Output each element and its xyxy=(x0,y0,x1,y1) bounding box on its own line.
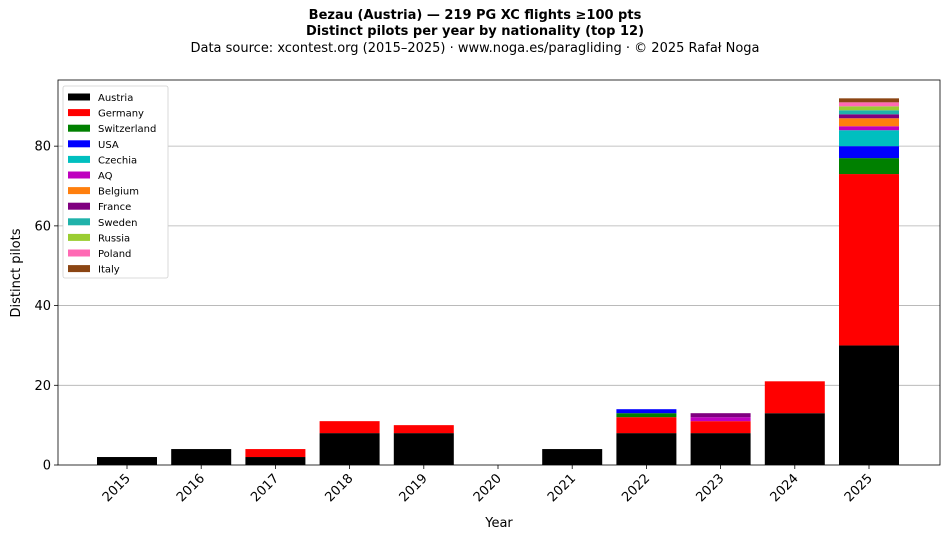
chart-titles: Bezau (Austria) — 219 PG XC flights ≥100… xyxy=(0,8,950,58)
bar-segment-2015-austria xyxy=(97,457,157,465)
legend-box xyxy=(62,85,169,279)
bar-segment-2022-germany xyxy=(616,417,677,434)
y-tick-label: 80 xyxy=(34,140,51,155)
bar-segment-2022-austria xyxy=(616,433,677,465)
bar-segment-2019-austria xyxy=(393,433,454,465)
bar-segment-2017-germany xyxy=(245,449,306,458)
x-tick-label: 2015 xyxy=(100,471,134,505)
grid-lines xyxy=(58,145,940,386)
bars xyxy=(97,98,899,465)
bar-segment-2025-france xyxy=(839,114,899,119)
bar-segment-2025-switzerland xyxy=(839,158,899,175)
y-tick-label: 40 xyxy=(34,299,51,314)
legend-swatch xyxy=(68,218,90,226)
bar-segment-2025-aq xyxy=(839,126,899,131)
x-tick-label: 2019 xyxy=(397,471,431,505)
x-tick-label: 2023 xyxy=(693,471,727,505)
legend-swatch xyxy=(68,265,90,273)
bar-segment-2018-austria xyxy=(319,433,380,465)
legend-label: Germany xyxy=(98,109,144,120)
chart-title: Bezau (Austria) — 219 PG XC flights ≥100… xyxy=(308,8,642,23)
legend-label: AQ xyxy=(98,171,113,182)
bar-segment-2025-sweden xyxy=(839,110,899,115)
legend-label: Italy xyxy=(98,265,120,276)
legend-swatch xyxy=(68,233,90,241)
legend-swatch xyxy=(68,187,90,195)
bar-segment-2024-germany xyxy=(764,381,825,414)
y-axis-label: Distinct pilots xyxy=(9,228,24,317)
bar-segment-2025-russia xyxy=(839,106,899,111)
bar-segment-2019-germany xyxy=(393,425,454,434)
x-tick-label: 2018 xyxy=(322,471,356,505)
bar-segment-2025-czechia xyxy=(839,130,899,147)
x-tick-label: 2025 xyxy=(842,471,876,505)
x-tick-label: 2022 xyxy=(619,471,653,505)
legend-swatch xyxy=(68,140,90,148)
legend-label: Sweden xyxy=(98,218,138,229)
x-tick-label: 2017 xyxy=(248,471,282,505)
bar-segment-2024-austria xyxy=(764,413,825,465)
bar-segment-2023-austria xyxy=(690,433,751,465)
bar-segment-2016-austria xyxy=(171,449,232,465)
legend-label: Russia xyxy=(98,233,130,244)
bar-segment-2018-germany xyxy=(319,421,380,434)
x-tick-label: 2024 xyxy=(768,471,802,505)
bar-segment-2025-belgium xyxy=(839,118,899,127)
bar-segment-2023-germany xyxy=(690,421,751,434)
bar-segment-2017-austria xyxy=(245,457,306,465)
x-axis-label: Year xyxy=(484,516,513,531)
legend-swatch xyxy=(68,249,90,257)
bar-segment-2021-austria xyxy=(542,449,603,465)
legend-label: Austria xyxy=(98,93,133,104)
legend-swatch xyxy=(68,155,90,163)
legend: Austria Germany Switzerland USA Czechia AQ Bel… xyxy=(62,85,169,279)
y-tick-label: 0 xyxy=(43,459,51,474)
y-tick-label: 60 xyxy=(34,219,51,234)
legend-swatch xyxy=(68,109,90,117)
legend-swatch xyxy=(68,171,90,179)
chart-source-note: Data source: xcontest.org (2015–2025) · … xyxy=(190,41,760,56)
legend-label: USA xyxy=(98,140,119,151)
bar-segment-2022-usa xyxy=(616,409,677,414)
bar-segment-2025-italy xyxy=(839,98,899,103)
bar-segment-2025-poland xyxy=(839,102,899,107)
x-tick-label: 2020 xyxy=(471,471,505,505)
legend-swatch xyxy=(68,93,90,101)
legend-label: Belgium xyxy=(98,187,139,198)
legend-swatch xyxy=(68,124,90,132)
legend-label: Czechia xyxy=(98,155,137,166)
x-tick-label: 2021 xyxy=(545,471,579,505)
bar-segment-2022-switzerland xyxy=(616,413,677,418)
bar-segment-2025-austria xyxy=(839,345,899,465)
x-tick-label: 2016 xyxy=(174,471,208,505)
y-tick-label: 20 xyxy=(34,379,51,394)
plot-frame xyxy=(57,79,941,466)
bar-segment-2023-france xyxy=(690,413,751,418)
legend-label: France xyxy=(98,202,131,213)
bar-segment-2025-germany xyxy=(839,174,899,346)
bar-segment-2023-aq xyxy=(690,417,751,422)
bar-segment-2025-usa xyxy=(839,146,899,159)
legend-label: Switzerland xyxy=(98,124,156,135)
chart-subtitle: Distinct pilots per year by nationality … xyxy=(305,24,645,39)
legend-swatch xyxy=(68,202,90,210)
legend-label: Poland xyxy=(98,249,131,260)
